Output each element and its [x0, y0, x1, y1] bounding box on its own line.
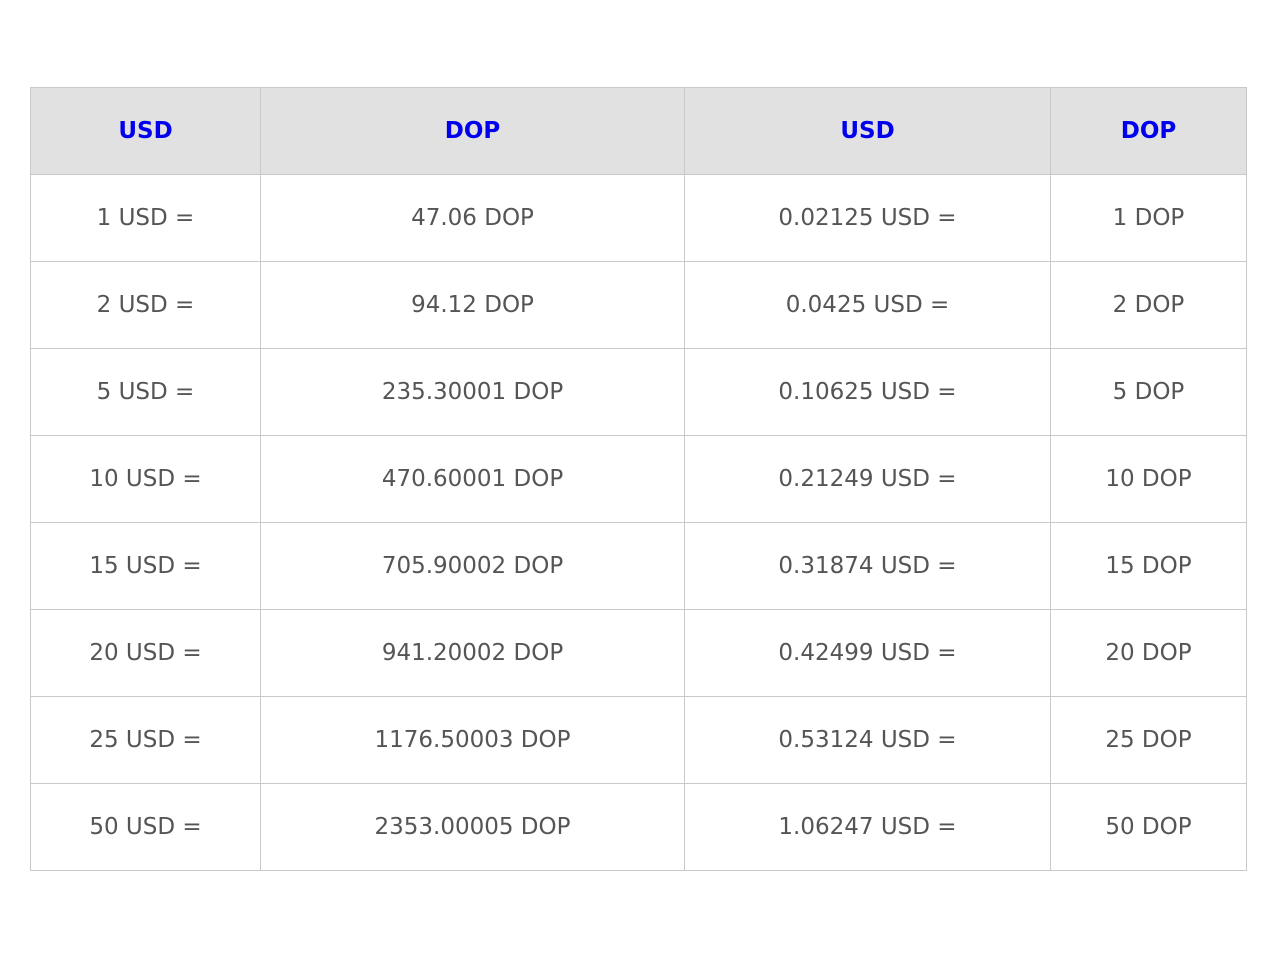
header-usd-reverse: USD: [684, 87, 1051, 175]
usd-result-cell: 0.02125 USD =: [684, 174, 1051, 262]
dop-amount-cell: 50 DOP: [1050, 783, 1247, 871]
dop-result-cell: 94.12 DOP: [260, 261, 685, 349]
conversion-table: USD DOP USD DOP 1 USD = 47.06 DOP 0.0212…: [30, 87, 1247, 871]
usd-amount-cell: 2 USD =: [30, 261, 261, 349]
dop-result-cell: 470.60001 DOP: [260, 435, 685, 523]
usd-amount-cell: 15 USD =: [30, 522, 261, 610]
usd-amount-cell: 1 USD =: [30, 174, 261, 262]
usd-result-cell: 0.42499 USD =: [684, 609, 1051, 697]
dop-result-cell: 2353.00005 DOP: [260, 783, 685, 871]
usd-amount-cell: 25 USD =: [30, 696, 261, 784]
usd-amount-cell: 50 USD =: [30, 783, 261, 871]
dop-amount-cell: 20 DOP: [1050, 609, 1247, 697]
dop-result-cell: 47.06 DOP: [260, 174, 685, 262]
table-row: 25 USD = 1176.50003 DOP 0.53124 USD = 25…: [30, 696, 1247, 784]
usd-result-cell: 0.31874 USD =: [684, 522, 1051, 610]
dop-amount-cell: 25 DOP: [1050, 696, 1247, 784]
header-row: USD DOP USD DOP: [30, 87, 1247, 175]
table-row: 15 USD = 705.90002 DOP 0.31874 USD = 15 …: [30, 522, 1247, 610]
usd-result-cell: 0.0425 USD =: [684, 261, 1051, 349]
dop-amount-cell: 10 DOP: [1050, 435, 1247, 523]
dop-amount-cell: 1 DOP: [1050, 174, 1247, 262]
dop-result-cell: 1176.50003 DOP: [260, 696, 685, 784]
dop-result-cell: 941.20002 DOP: [260, 609, 685, 697]
table-body: 1 USD = 47.06 DOP 0.02125 USD = 1 DOP 2 …: [30, 174, 1247, 871]
table-row: 20 USD = 941.20002 DOP 0.42499 USD = 20 …: [30, 609, 1247, 697]
table-header: USD DOP USD DOP: [30, 87, 1247, 175]
usd-amount-cell: 10 USD =: [30, 435, 261, 523]
dop-result-cell: 705.90002 DOP: [260, 522, 685, 610]
table-row: 10 USD = 470.60001 DOP 0.21249 USD = 10 …: [30, 435, 1247, 523]
dop-amount-cell: 15 DOP: [1050, 522, 1247, 610]
usd-result-cell: 0.53124 USD =: [684, 696, 1051, 784]
dop-amount-cell: 5 DOP: [1050, 348, 1247, 436]
usd-result-cell: 0.21249 USD =: [684, 435, 1051, 523]
usd-result-cell: 1.06247 USD =: [684, 783, 1051, 871]
table-row: 1 USD = 47.06 DOP 0.02125 USD = 1 DOP: [30, 174, 1247, 262]
usd-amount-cell: 20 USD =: [30, 609, 261, 697]
table-row: 5 USD = 235.30001 DOP 0.10625 USD = 5 DO…: [30, 348, 1247, 436]
usd-result-cell: 0.10625 USD =: [684, 348, 1051, 436]
header-usd: USD: [30, 87, 261, 175]
header-dop: DOP: [260, 87, 685, 175]
usd-amount-cell: 5 USD =: [30, 348, 261, 436]
table-row: 50 USD = 2353.00005 DOP 1.06247 USD = 50…: [30, 783, 1247, 871]
dop-result-cell: 235.30001 DOP: [260, 348, 685, 436]
table-row: 2 USD = 94.12 DOP 0.0425 USD = 2 DOP: [30, 261, 1247, 349]
conversion-table-container: USD DOP USD DOP 1 USD = 47.06 DOP 0.0212…: [30, 87, 1247, 871]
header-dop-reverse: DOP: [1050, 87, 1247, 175]
dop-amount-cell: 2 DOP: [1050, 261, 1247, 349]
